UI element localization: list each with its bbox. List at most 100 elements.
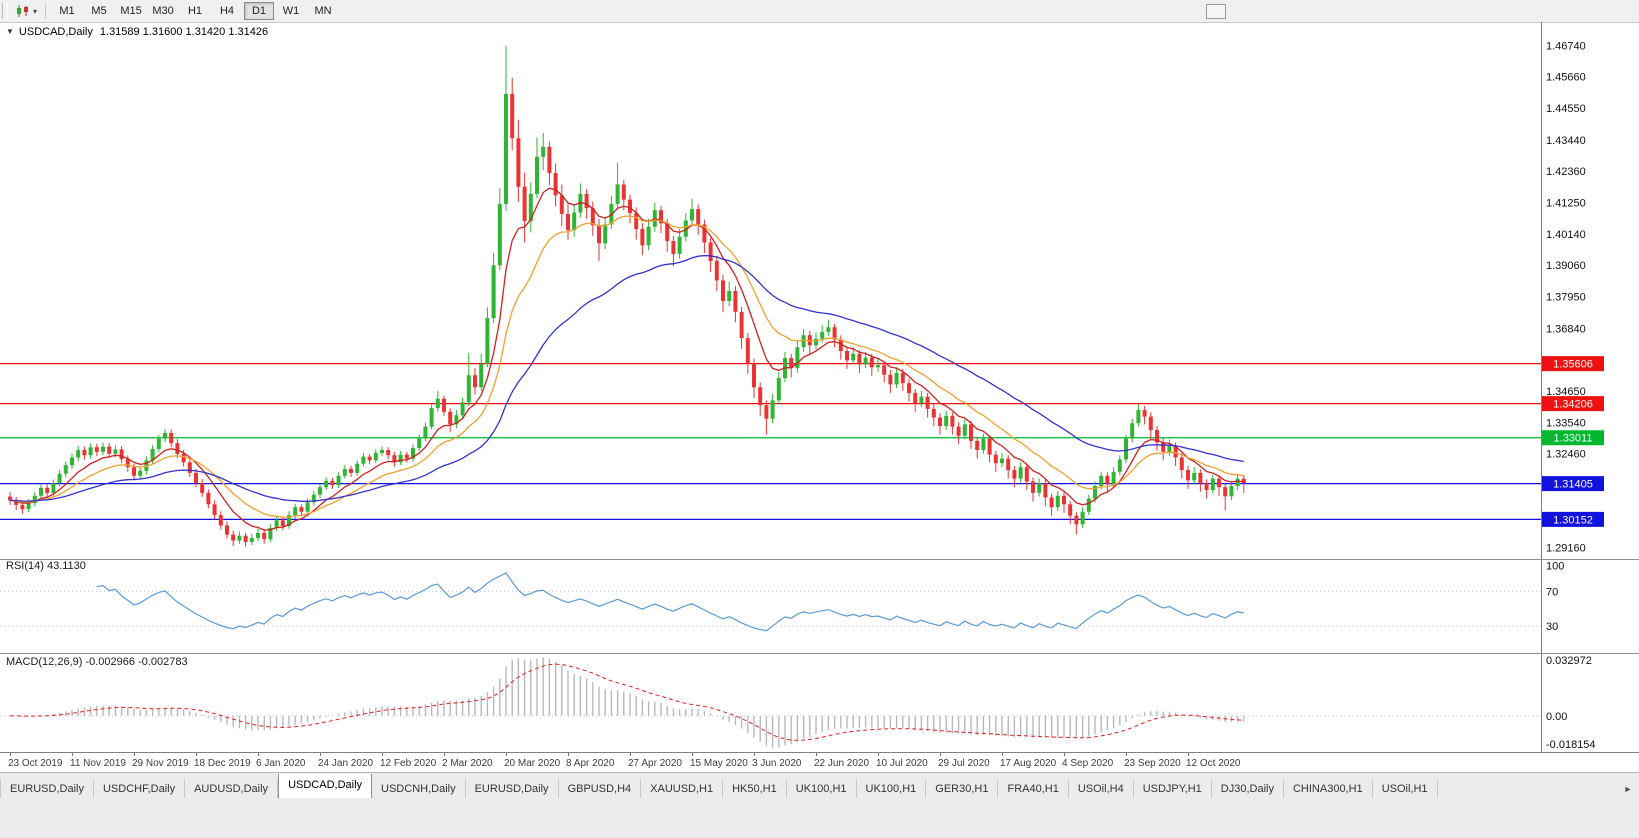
price-badge-label: 1.34206 bbox=[1553, 399, 1593, 411]
tab-uk100-h1[interactable]: UK100,H1 bbox=[857, 779, 927, 799]
tab-hk50-h1[interactable]: HK50,H1 bbox=[723, 779, 787, 799]
chart-title-ohlc: 1.31589 1.31600 1.31420 1.31426 bbox=[99, 26, 269, 38]
tab-gbpusd-h4[interactable]: GBPUSD,H4 bbox=[559, 779, 642, 799]
date-tick bbox=[692, 753, 693, 756]
date-label: 2 Mar 2020 bbox=[442, 758, 493, 769]
timeframe-button-m5[interactable]: M5 bbox=[91, 5, 107, 17]
chart-type-button[interactable]: ▾ bbox=[12, 2, 40, 20]
ma-line-40[interactable] bbox=[9, 254, 1244, 502]
tab-china300-h1[interactable]: CHINA300,H1 bbox=[1284, 779, 1373, 799]
date-tick bbox=[10, 753, 11, 756]
date-label: 6 Jan 2020 bbox=[256, 758, 306, 769]
tab-fra40-h1[interactable]: FRA40,H1 bbox=[998, 779, 1069, 799]
tab-usdcnh-daily[interactable]: USDCNH,Daily bbox=[372, 779, 466, 799]
ma-line-8[interactable] bbox=[9, 187, 1244, 531]
date-tick bbox=[816, 753, 817, 756]
date-tick bbox=[444, 753, 445, 756]
date-label: 22 Jun 2020 bbox=[814, 758, 870, 769]
date-label: 29 Nov 2019 bbox=[132, 758, 189, 769]
tab-usoil-h4[interactable]: USOil,H4 bbox=[1069, 779, 1134, 799]
price-axis-label: 1.42360 bbox=[1546, 166, 1586, 178]
window-restore-button[interactable] bbox=[1206, 4, 1226, 19]
date-label: 24 Jan 2020 bbox=[318, 758, 374, 769]
date-label: 29 Jul 2020 bbox=[938, 758, 990, 769]
price-axis-label: 1.46740 bbox=[1546, 41, 1586, 53]
tab-scroll-right-button[interactable]: ► bbox=[1623, 784, 1633, 794]
macd-axis-label: -0.018154 bbox=[1546, 739, 1596, 751]
rsi-axis-label: 70 bbox=[1546, 586, 1558, 598]
price-badge bbox=[1542, 476, 1604, 492]
macd-label: MACD(12,26,9) -0.002966 -0.002783 bbox=[6, 656, 188, 668]
price-badge bbox=[1542, 356, 1604, 372]
date-label: 12 Feb 2020 bbox=[380, 758, 437, 769]
toolbar-grip[interactable] bbox=[2, 3, 8, 19]
date-label: 8 Apr 2020 bbox=[566, 758, 615, 769]
collapse-icon[interactable]: ▼ bbox=[6, 27, 14, 36]
date-label: 18 Dec 2019 bbox=[194, 758, 251, 769]
date-tick bbox=[320, 753, 321, 756]
ma-line-16[interactable] bbox=[9, 215, 1244, 519]
date-tick bbox=[878, 753, 879, 756]
timeframe-button-d1[interactable]: D1 bbox=[244, 2, 275, 20]
date-label: 3 Jun 2020 bbox=[752, 758, 802, 769]
timeframe-button-mn[interactable]: MN bbox=[314, 5, 332, 17]
date-tick bbox=[258, 753, 259, 756]
tab-usdjpy-h1[interactable]: USDJPY,H1 bbox=[1134, 779, 1212, 799]
date-tick bbox=[754, 753, 755, 756]
price-axis-label: 1.41250 bbox=[1546, 197, 1586, 209]
date-label: 15 May 2020 bbox=[690, 758, 748, 769]
date-axis[interactable]: 23 Oct 2019 11 Nov 2019 29 Nov 2019 18 Dec … bbox=[0, 752, 1639, 773]
price-axis-label: 1.29160 bbox=[1546, 543, 1586, 555]
tab-uk100-h1[interactable]: UK100,H1 bbox=[787, 779, 857, 799]
price-badge-label: 1.35606 bbox=[1553, 359, 1593, 371]
date-tick bbox=[72, 753, 73, 756]
price-axis-label: 1.36840 bbox=[1546, 323, 1586, 335]
timeframe-button-m15[interactable]: M15 bbox=[120, 5, 142, 17]
price-badge bbox=[1542, 430, 1604, 446]
date-tick bbox=[568, 753, 569, 756]
toolbar: ▾ M1 M5 M15 M30 H1 H4 D1 W1 MN bbox=[0, 0, 1639, 23]
date-label: 4 Sep 2020 bbox=[1062, 758, 1114, 769]
tab-usdcad-daily[interactable]: USDCAD,Daily bbox=[278, 774, 373, 799]
date-tick bbox=[1064, 753, 1065, 756]
date-label: 23 Oct 2019 bbox=[8, 758, 63, 769]
date-tick bbox=[630, 753, 631, 756]
rsi-axis-label: 30 bbox=[1546, 621, 1558, 633]
timeframe-toolbar: M1 M5 M15 M30 H1 H4 D1 W1 MN bbox=[51, 2, 339, 20]
candlestick-chart-icon bbox=[17, 5, 28, 17]
date-label: 17 Aug 2020 bbox=[1000, 758, 1057, 769]
tab-eurusd-daily[interactable]: EURUSD,Daily bbox=[466, 779, 559, 799]
date-label: 23 Sep 2020 bbox=[1124, 758, 1181, 769]
timeframe-button-w1[interactable]: W1 bbox=[282, 5, 300, 17]
price-axis-label: 1.34650 bbox=[1546, 386, 1586, 398]
timeframe-button-h4[interactable]: H4 bbox=[219, 5, 235, 17]
price-axis-label: 1.40140 bbox=[1546, 229, 1586, 241]
timeframe-button-m30[interactable]: M30 bbox=[152, 5, 174, 17]
date-tick bbox=[1002, 753, 1003, 756]
price-axis-label: 1.45660 bbox=[1546, 72, 1586, 84]
tab-eurusd-daily[interactable]: EURUSD,Daily bbox=[0, 779, 94, 799]
rsi-label: RSI(14) 43.1130 bbox=[6, 560, 86, 572]
date-label: 12 Oct 2020 bbox=[1186, 758, 1241, 769]
window-bottom-area bbox=[0, 798, 1639, 838]
tab-usdchf-daily[interactable]: USDCHF,Daily bbox=[94, 779, 186, 799]
date-tick bbox=[134, 753, 135, 756]
price-axis-label: 1.44550 bbox=[1546, 103, 1586, 115]
tab-dj30-daily[interactable]: DJ30,Daily bbox=[1212, 779, 1284, 799]
tab-audusd-daily[interactable]: AUDUSD,Daily bbox=[185, 779, 279, 799]
price-axis-label: 1.37950 bbox=[1546, 292, 1586, 304]
tab-xauusd-h1[interactable]: XAUUSD,H1 bbox=[641, 779, 724, 799]
timeframe-button-m1[interactable]: M1 bbox=[59, 5, 75, 17]
tab-usoil-h1[interactable]: USOil,H1 bbox=[1373, 779, 1438, 799]
date-tick bbox=[940, 753, 941, 756]
price-badge bbox=[1542, 511, 1604, 527]
chart-title: ▼ USDCAD,Daily 1.31589 1.31600 1.31420 1.3… bbox=[6, 26, 268, 38]
macd-histogram bbox=[15, 657, 1245, 748]
tab-ger30-h1[interactable]: GER30,H1 bbox=[926, 779, 999, 799]
chart-canvas[interactable]: 1.46740 1.45660 1.44550 1.43440 1.42360 1.412… bbox=[0, 22, 1639, 752]
timeframe-button-h1[interactable]: H1 bbox=[187, 5, 203, 17]
date-label: 20 Mar 2020 bbox=[504, 758, 561, 769]
date-tick bbox=[382, 753, 383, 756]
chart-title-symbol: USDCAD,Daily bbox=[18, 26, 93, 38]
rsi-line bbox=[96, 572, 1244, 632]
